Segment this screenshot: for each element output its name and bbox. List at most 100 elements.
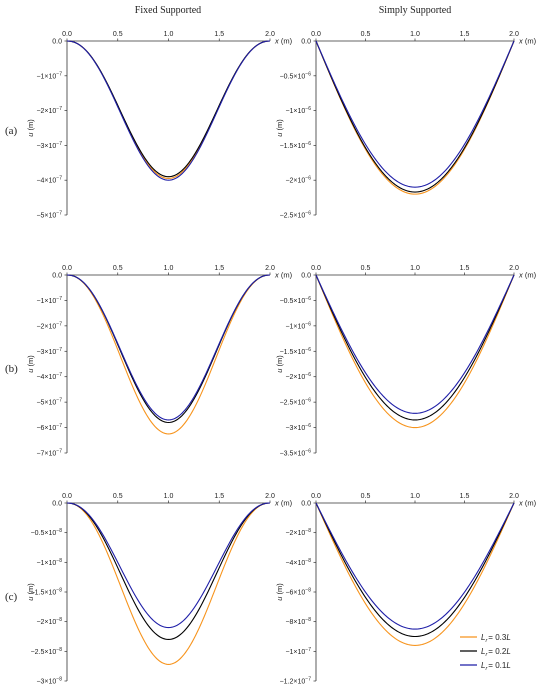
x-tick-label: 1.5 bbox=[214, 31, 224, 38]
y-tick-label: −2.5×10−8 bbox=[31, 647, 63, 656]
y-tick-label: 0.0 bbox=[52, 501, 62, 508]
y-tick-label: −2×10−6 bbox=[285, 372, 311, 381]
chart-panels: 0.0 0.5 1.0 1.5 2.0x (m)0.0−1×10−7−2×10−7−3×… bbox=[26, 31, 537, 686]
x-axis-label: x (m) bbox=[274, 271, 293, 280]
x-tick-label: 0.5 bbox=[113, 31, 123, 38]
y-tick-label: −5×10−7 bbox=[36, 211, 62, 220]
y-tick-label: −7×10−7 bbox=[36, 449, 62, 458]
y-tick-label: 0.0 bbox=[301, 273, 311, 280]
x-tick-label: 0.0 bbox=[62, 31, 72, 38]
x-tick-label: 0.0 bbox=[311, 31, 321, 38]
y-tick-label: −3×10−6 bbox=[285, 423, 311, 432]
series-line-lr-0-2l bbox=[66, 502, 271, 641]
y-tick-label: −2×10−8 bbox=[285, 528, 311, 537]
y-tick-label: −3×10−8 bbox=[36, 677, 62, 686]
x-tick-label: 1.0 bbox=[164, 265, 174, 272]
y-tick-label: −2×10−7 bbox=[36, 106, 62, 115]
y-tick-label: −0.5×10−8 bbox=[31, 528, 63, 537]
y-tick-label: −1×10−7 bbox=[285, 647, 311, 656]
y-tick-label: −0.5×10−6 bbox=[280, 71, 312, 80]
y-tick-label: −2.5×10−6 bbox=[280, 398, 312, 407]
y-tick-label: 0.0 bbox=[52, 273, 62, 280]
row-label-a: (a) bbox=[5, 125, 18, 137]
y-tick-label: −2×10−6 bbox=[285, 176, 311, 185]
series-line-lr-0-2l bbox=[66, 274, 271, 424]
series-line-lr-0-2l bbox=[315, 274, 515, 421]
x-tick-label: 1.0 bbox=[410, 265, 420, 272]
chart-panel-c-fixed-supported: 0.0 0.5 1.0 1.5 2.0x (m) 0.0 −0.5×10−8 −1×10−8 −… bbox=[26, 493, 293, 686]
row-label-b: (b) bbox=[5, 363, 18, 375]
y-tick-label: −4×10−7 bbox=[36, 176, 62, 185]
x-tick-label: 2.0 bbox=[509, 31, 519, 38]
x-tick-label: 1.0 bbox=[410, 493, 420, 500]
legend: Lr= 0.3L Lr= 0.2L Lr= 0.1L bbox=[460, 633, 511, 672]
x-tick-label: 1.0 bbox=[164, 493, 174, 500]
y-tick-label: −1×10−7 bbox=[36, 296, 62, 305]
x-tick-label: 0.0 bbox=[62, 265, 72, 272]
series-line-lr-0-3l bbox=[315, 502, 515, 646]
y-tick-label: −1×10−8 bbox=[36, 558, 62, 567]
x-tick-label: 0.5 bbox=[113, 493, 123, 500]
series-line-lr-0-1l bbox=[66, 40, 271, 181]
x-axis-label: x (m) bbox=[518, 37, 537, 46]
series-line-lr-0-3l bbox=[66, 40, 271, 180]
x-tick-label: 1.0 bbox=[164, 31, 174, 38]
x-tick-label: 0.5 bbox=[361, 493, 371, 500]
series-line-lr-0-1l bbox=[315, 40, 515, 188]
chart-panel-c-simply-supported: 0.0 0.5 1.0 1.5 2.0x (m)0.0−2×10−8−4×10−8−6×… bbox=[275, 493, 537, 686]
series-line-lr-0-1l bbox=[66, 274, 271, 421]
y-tick-label: −8×10−8 bbox=[285, 617, 311, 626]
x-tick-label: 1.5 bbox=[460, 493, 470, 500]
y-tick-label: 0.0 bbox=[301, 501, 311, 508]
y-tick-label: 0.0 bbox=[301, 39, 311, 46]
y-tick-label: −3×10−7 bbox=[36, 347, 62, 356]
x-tick-label: 0.5 bbox=[113, 265, 123, 272]
y-tick-label: 0.0 bbox=[52, 39, 62, 46]
x-tick-label: 1.5 bbox=[214, 493, 224, 500]
x-tick-label: 2.0 bbox=[509, 493, 519, 500]
legend-label-0-2L: Lr= 0.2L bbox=[481, 647, 511, 658]
series-line-lr-0-3l bbox=[315, 40, 515, 195]
x-tick-label: 0.5 bbox=[361, 31, 371, 38]
x-tick-label: 1.0 bbox=[410, 31, 420, 38]
series-line-lr-0-1l bbox=[66, 502, 271, 629]
series-line-lr-0-2l bbox=[315, 502, 515, 638]
y-tick-label: −0.5×10−6 bbox=[280, 296, 312, 305]
y-axis-label: u (m) bbox=[275, 355, 284, 373]
series-line-lr-0-1l bbox=[315, 274, 515, 414]
y-tick-label: −4×10−8 bbox=[285, 558, 311, 567]
x-tick-label: 2.0 bbox=[265, 493, 275, 500]
x-tick-label: 0.5 bbox=[361, 265, 371, 272]
x-tick-label: 1.5 bbox=[214, 265, 224, 272]
chart-panel-a-simply-supported: 0.0 0.5 1.0 1.5 2.0x (m)0.0−0.5×10−6−1×10−6−… bbox=[275, 31, 537, 220]
y-tick-label: −6×10−7 bbox=[36, 423, 62, 432]
x-axis-label: x (m) bbox=[518, 499, 537, 508]
x-tick-label: 0.0 bbox=[62, 493, 72, 500]
x-tick-label: 1.5 bbox=[460, 265, 470, 272]
y-tick-label: −6×10−8 bbox=[285, 588, 311, 597]
x-axis-label: x (m) bbox=[274, 37, 293, 46]
y-tick-label: −4×10−7 bbox=[36, 372, 62, 381]
series-line-lr-0-1l bbox=[315, 502, 515, 630]
y-tick-label: −2×10−7 bbox=[36, 321, 62, 330]
x-tick-label: 0.0 bbox=[311, 265, 321, 272]
x-axis-label: x (m) bbox=[274, 499, 293, 508]
legend-label-0-3L: Lr= 0.3L bbox=[481, 633, 511, 644]
x-tick-label: 1.5 bbox=[460, 31, 470, 38]
y-tick-label: −2×10−8 bbox=[36, 617, 62, 626]
y-tick-label: −1.5×10−6 bbox=[280, 141, 312, 150]
y-tick-label: −1.2×10−7 bbox=[280, 677, 312, 686]
column-title-simple: Simply Supported bbox=[379, 5, 452, 16]
column-title-fixed: Fixed Supported bbox=[135, 5, 201, 16]
x-tick-label: 2.0 bbox=[265, 31, 275, 38]
y-axis-label: u (m) bbox=[275, 583, 284, 601]
series-line-lr-0-2l bbox=[315, 40, 515, 193]
x-tick-label: 2.0 bbox=[509, 265, 519, 272]
y-tick-label: −3.5×10−6 bbox=[280, 449, 312, 458]
chart-panel-a-fixed-supported: 0.0 0.5 1.0 1.5 2.0x (m) 0.0 −1×10−7 −2×10−7 −3×… bbox=[26, 31, 293, 220]
chart-panel-b-fixed-supported: 0.0 0.5 1.0 1.5 2.0x (m) 0.0 −1×10−7 −2×10−7 −3×… bbox=[26, 265, 293, 458]
row-label-c: (c) bbox=[5, 591, 18, 603]
y-tick-label: −5×10−7 bbox=[36, 398, 62, 407]
y-tick-label: −1.5×10−8 bbox=[31, 588, 63, 597]
